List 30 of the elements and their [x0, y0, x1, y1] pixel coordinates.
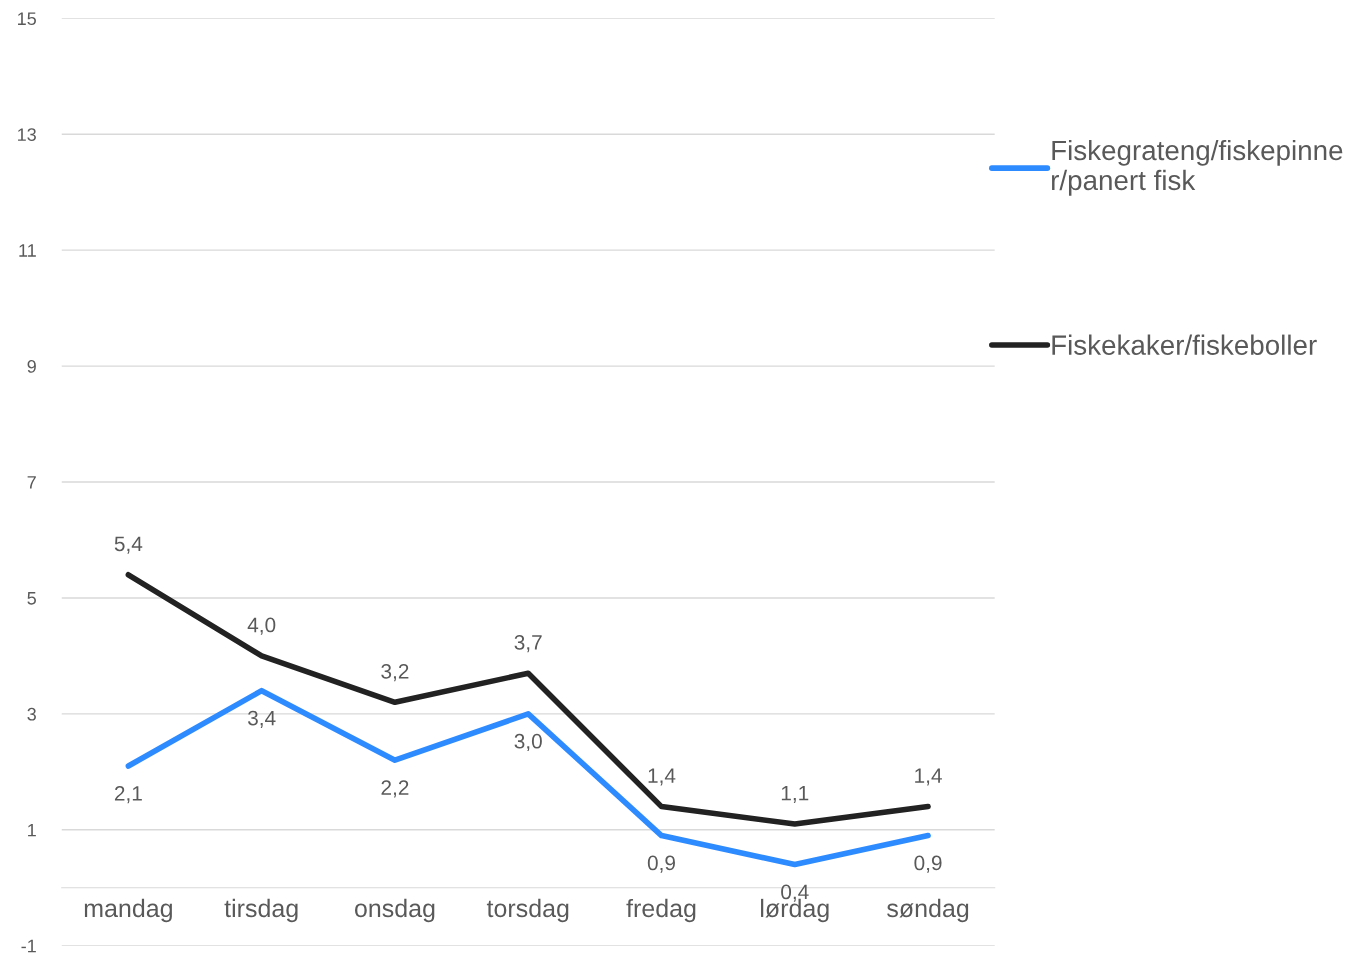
x-tick-label: tirsdag [224, 898, 298, 923]
data-label: 3,7 [514, 634, 542, 653]
y-tick-label: 13 [18, 128, 36, 141]
data-label: 2,1 [114, 786, 142, 804]
y-tick-label: 1 [28, 823, 36, 837]
y-tick-label: 15 [18, 12, 36, 26]
legend-label: Fiskegrateng/fiskepinner/panert fisk [1051, 139, 1343, 196]
data-label: 1,1 [781, 785, 809, 803]
y-tick-label: 11 [19, 244, 36, 257]
x-tick-label: søndag [887, 898, 969, 923]
x-tick-label: torsdag [486, 898, 569, 923]
data-label: 5,4 [114, 536, 143, 554]
data-label: 2,2 [381, 780, 409, 798]
data-label: 3,2 [381, 663, 409, 682]
data-label: 0,9 [647, 855, 675, 873]
y-tick-label: -1 [21, 939, 36, 953]
x-tick-label: fredag [626, 898, 696, 923]
y-tick-label: 5 [27, 592, 36, 605]
data-label: 1,4 [648, 768, 676, 786]
data-label: 0,9 [914, 855, 942, 873]
data-label: 4,0 [247, 617, 276, 635]
legend-label: Fiskekaker/fiskeboller [1052, 334, 1317, 355]
data-label: 3,4 [247, 710, 276, 728]
y-tick-label: 7 [27, 476, 36, 489]
data-label: 3,0 [514, 733, 542, 752]
x-tick-label: mandag [84, 898, 172, 923]
x-tick-label: onsdag [354, 898, 435, 923]
y-tick-label: 3 [27, 707, 36, 721]
y-tick-label: 9 [27, 360, 36, 373]
data-label: 1,4 [915, 768, 942, 786]
